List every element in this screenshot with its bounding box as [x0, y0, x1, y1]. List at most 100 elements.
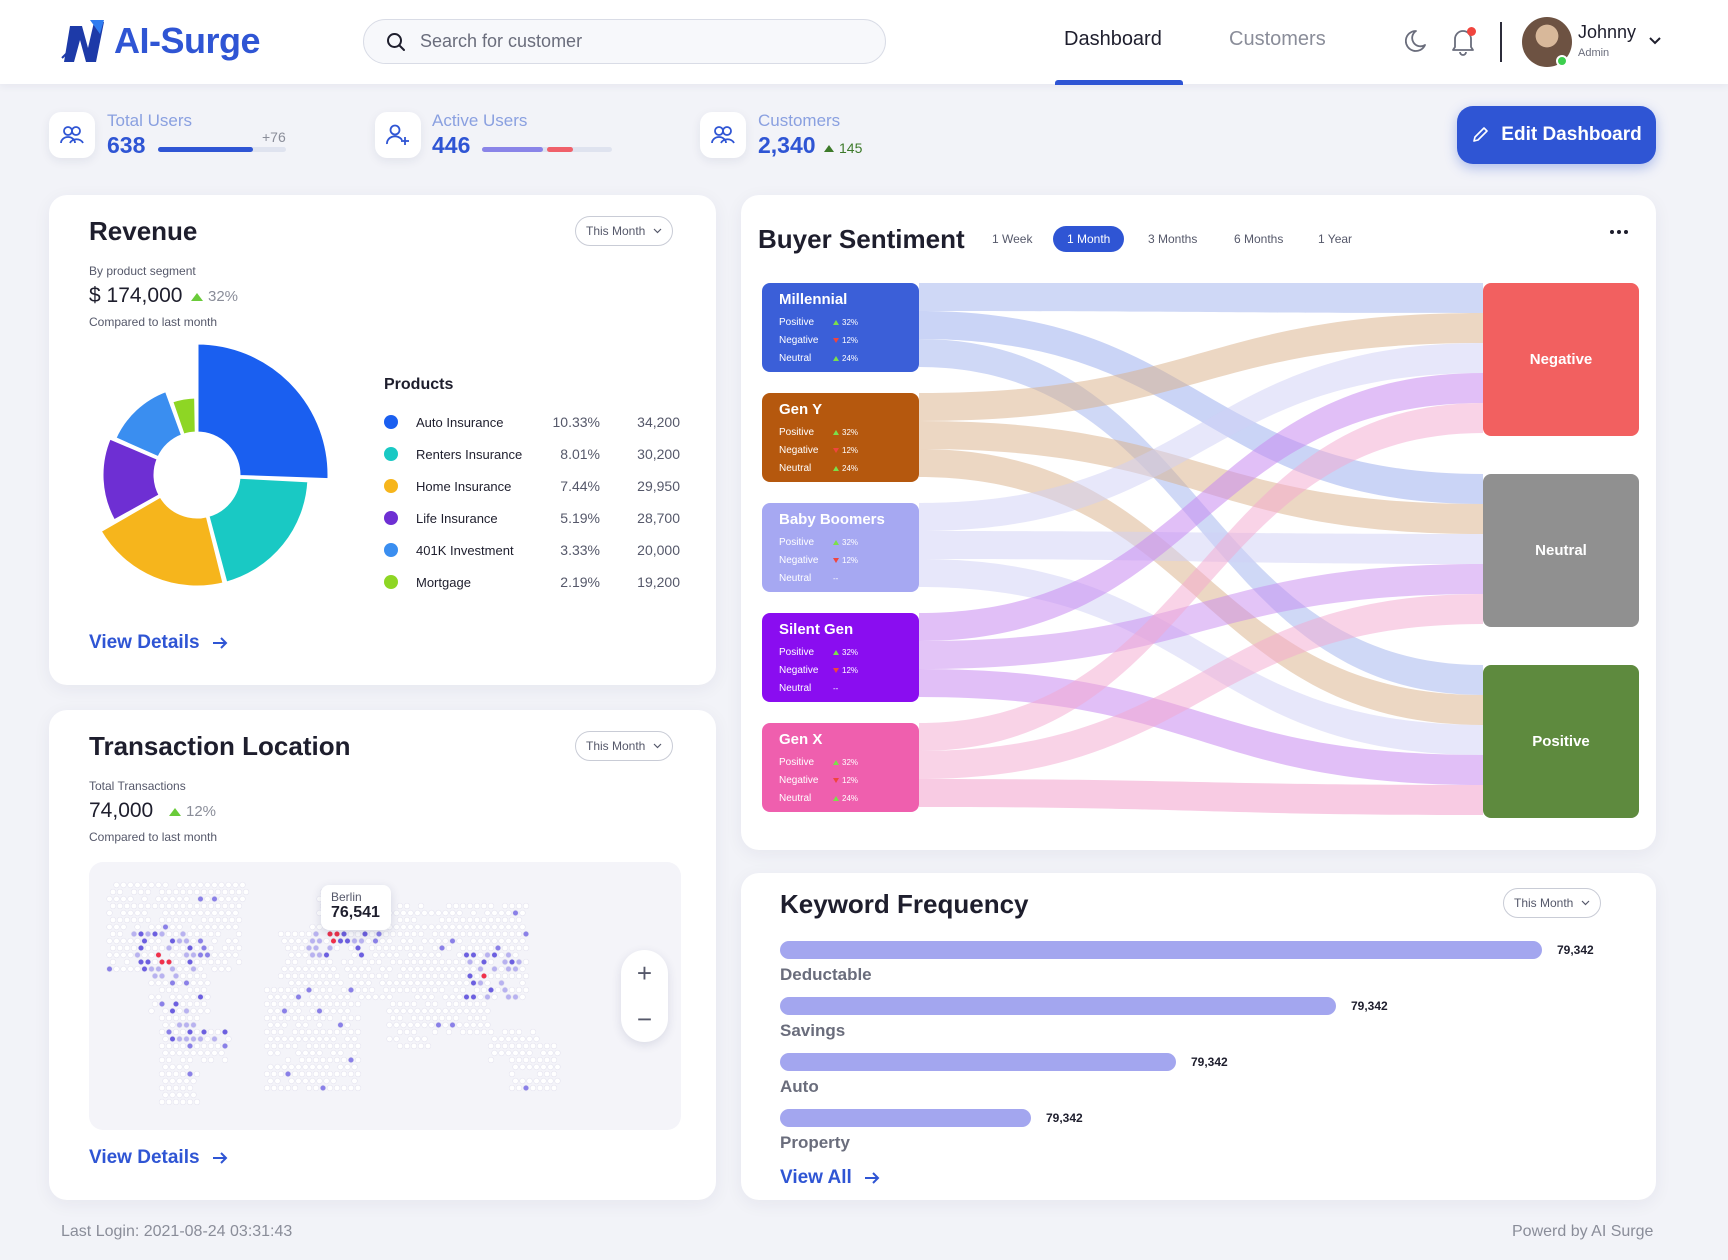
period-1-month[interactable]: 1 Month	[1053, 226, 1125, 252]
keyword-label: Deductable	[780, 965, 872, 984]
period-6-months[interactable]: 6 Months	[1234, 232, 1284, 246]
map-dot	[484, 951, 491, 959]
segment-metric-value: 12%	[833, 666, 858, 675]
tab-customers[interactable]: Customers	[1229, 28, 1326, 50]
edit-dashboard-button[interactable]: Edit Dashboard	[1457, 106, 1656, 164]
pie-slice[interactable]	[206, 475, 311, 586]
map-dot	[207, 944, 215, 952]
pie-slice[interactable]	[97, 493, 226, 589]
trend-down-icon	[833, 557, 839, 563]
keyword-bar[interactable]	[780, 941, 1542, 959]
map-dot	[214, 958, 222, 966]
pie-slice[interactable]	[100, 435, 163, 524]
map-dot	[382, 972, 390, 980]
user-name[interactable]: Johnny	[1578, 22, 1637, 42]
map-dot	[302, 1049, 309, 1057]
keyword-period-select[interactable]: This Month	[1503, 888, 1602, 918]
segment-box-gen-y[interactable]: Gen Y Positive 32% Negative 12% Neutral 24%	[762, 393, 919, 482]
map-dot	[295, 1007, 302, 1015]
map-dot	[550, 1084, 558, 1092]
map-dot	[281, 1021, 288, 1029]
map-dot	[235, 958, 243, 966]
map-dot	[200, 1000, 208, 1008]
map-dot	[540, 1077, 547, 1085]
map-dot	[176, 951, 183, 959]
map-dot	[522, 1042, 530, 1050]
bell-icon[interactable]	[1450, 26, 1476, 56]
world-map-dots	[106, 881, 561, 1106]
map-dot	[554, 1063, 561, 1071]
map-dot	[281, 1035, 288, 1043]
pie-slice[interactable]	[112, 388, 185, 460]
map-dot	[169, 895, 176, 903]
map-dot	[347, 972, 355, 980]
segment-box-gen-x[interactable]: Gen X Positive 32% Negative 12% Neutral 24%	[762, 723, 919, 812]
map-dot	[277, 1084, 285, 1092]
moon-icon[interactable]	[1405, 28, 1431, 54]
transaction-view-details-link[interactable]: View Details	[89, 1147, 228, 1169]
map-dot	[403, 916, 411, 924]
target-box-neutral[interactable]: Neutral	[1483, 474, 1639, 627]
map-dot	[459, 902, 467, 910]
map-dot	[519, 965, 526, 973]
pie-slice[interactable]	[169, 395, 198, 438]
map-dot	[347, 1000, 355, 1008]
segment-metric-label: Positive	[779, 316, 815, 328]
map-dot	[449, 979, 456, 987]
active-users-value: 446	[432, 132, 471, 158]
keyword-bar[interactable]	[780, 997, 1336, 1015]
map-dot	[302, 979, 309, 987]
period-1-week[interactable]: 1 Week	[992, 232, 1033, 246]
map-dot	[361, 930, 369, 938]
map-dot	[176, 923, 183, 931]
chevron-down-icon[interactable]	[1648, 36, 1662, 46]
zoom-in-button[interactable]: +	[636, 957, 653, 988]
keyword-bar[interactable]	[780, 1053, 1176, 1071]
sankey-flow	[919, 313, 1483, 421]
segment-box-silent-gen[interactable]: Silent Gen Positive 32% Negative 12% Neutral -…	[762, 613, 919, 702]
map-dot	[197, 909, 204, 917]
segment-box-millennial[interactable]: Millennial Positive 32% Negative 12% Neutral 2…	[762, 283, 919, 372]
map-dot	[484, 993, 491, 1001]
map-dot	[333, 1084, 341, 1092]
keyword-view-all-link[interactable]: View All	[780, 1167, 880, 1189]
map-dot	[305, 1000, 313, 1008]
map-dot	[550, 1056, 558, 1064]
map-dot	[333, 1056, 341, 1064]
map-dot	[505, 1035, 512, 1043]
tab-dashboard[interactable]: Dashboard	[1064, 28, 1162, 50]
search-input[interactable]	[420, 31, 840, 52]
app-logo[interactable]: AI-Surge	[60, 18, 261, 64]
map-dot	[484, 923, 491, 931]
map-dot	[473, 1028, 481, 1036]
map-dot	[344, 1007, 351, 1015]
map-dot	[197, 895, 204, 903]
keyword-label: Savings	[780, 1021, 846, 1040]
transaction-period-select[interactable]: This Month	[575, 731, 674, 761]
map-dot	[151, 930, 159, 938]
segment-metric-label: Neutral	[779, 682, 812, 694]
target-box-positive[interactable]: Positive	[1483, 665, 1639, 818]
pie-slice[interactable]	[195, 341, 331, 482]
target-box-negative[interactable]: Negative	[1483, 283, 1639, 436]
keyword-bar[interactable]	[780, 1109, 1031, 1127]
customers-value: 2,340	[758, 132, 816, 158]
period-1-year[interactable]: 1 Year	[1318, 232, 1353, 246]
period-3-months[interactable]: 3 Months	[1148, 232, 1198, 246]
map-dot	[529, 1056, 537, 1064]
search-bar[interactable]	[363, 19, 886, 64]
revenue-period-select[interactable]: This Month	[575, 216, 674, 246]
map-dot	[407, 923, 414, 931]
segment-box-baby-boomers[interactable]: Baby Boomers Positive 32% Negative 12% Neutra…	[762, 503, 919, 592]
last-login: Last Login: 2021-08-24 03:31:43	[61, 1223, 293, 1240]
revenue-view-details-link[interactable]: View Details	[89, 632, 228, 654]
map-dot	[435, 965, 442, 973]
more-options-icon[interactable]	[1610, 230, 1628, 234]
map-dot	[295, 1021, 302, 1029]
map-dot	[316, 1007, 323, 1015]
map-dot	[312, 1014, 320, 1022]
zoom-out-button[interactable]: −	[636, 1003, 653, 1034]
map-dot	[428, 909, 435, 917]
map-dot	[204, 895, 211, 903]
map-dot	[316, 1035, 323, 1043]
